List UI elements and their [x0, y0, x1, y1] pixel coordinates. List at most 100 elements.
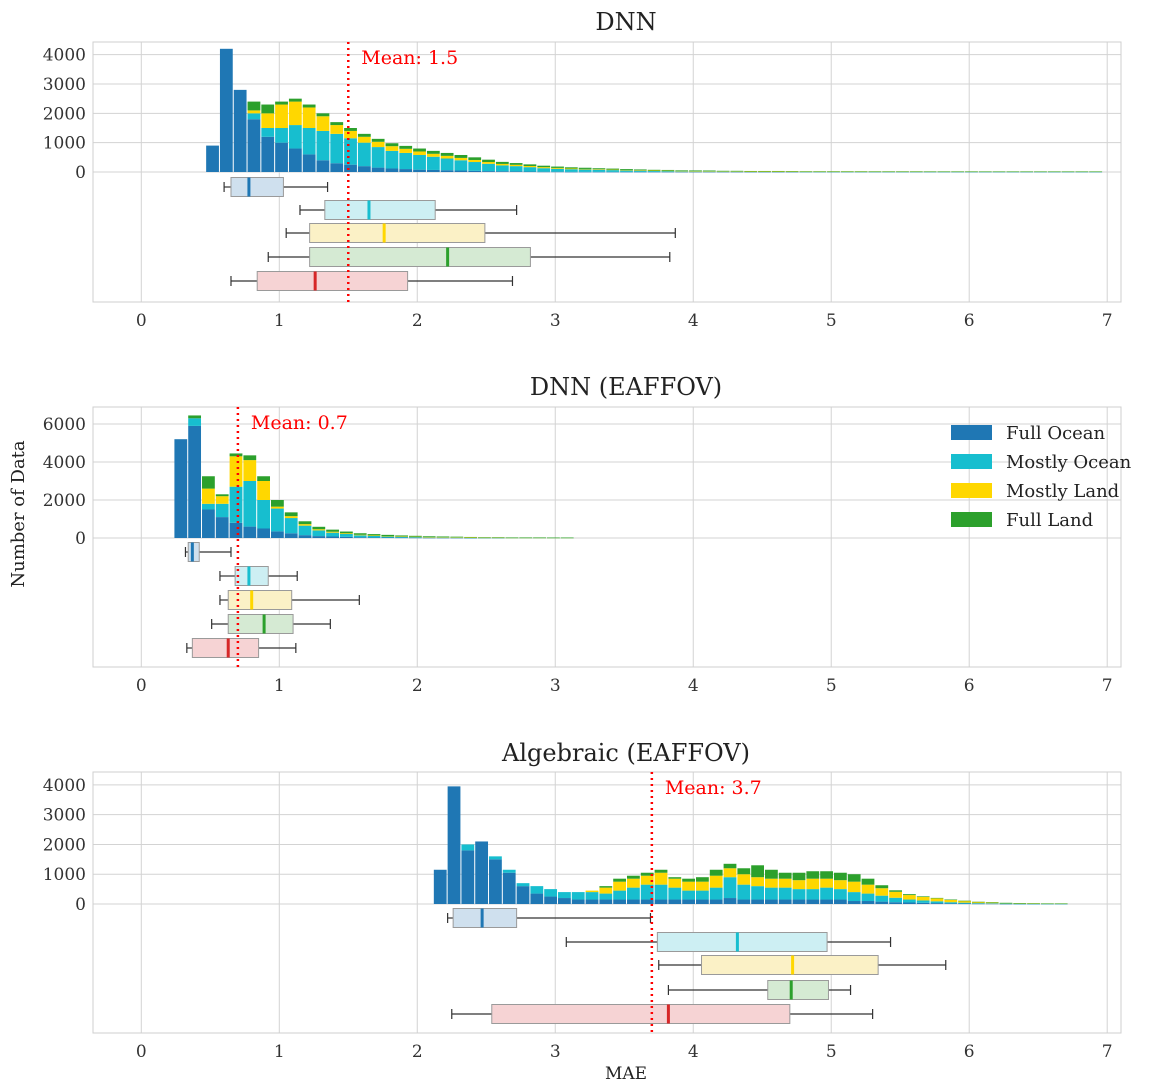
histogram-bar	[257, 476, 271, 481]
histogram-bar	[468, 162, 482, 171]
histogram-bar	[454, 160, 468, 171]
histogram-bar	[261, 136, 275, 172]
histogram-bar	[916, 900, 930, 903]
histogram-bar	[316, 113, 330, 117]
histogram-bar	[889, 891, 902, 898]
histogram-bar	[889, 897, 902, 903]
histogram-bar	[229, 486, 243, 523]
histogram-bar	[861, 901, 875, 904]
histogram-bar	[454, 154, 468, 158]
histogram-bar	[440, 152, 454, 156]
histogram-bar	[1089, 171, 1103, 172]
histogram-bar	[495, 165, 509, 172]
histogram-bar	[505, 537, 519, 539]
histogram-bar	[827, 171, 840, 173]
x-tick-label: 7	[1102, 1042, 1113, 1062]
histogram-bar	[468, 159, 482, 163]
histogram-bar	[820, 899, 833, 904]
histogram-bar	[491, 537, 505, 539]
histogram-bar	[737, 884, 751, 900]
histogram-bar	[571, 892, 585, 900]
histogram-bar	[833, 899, 847, 904]
histogram-bar	[530, 893, 544, 904]
histogram-bar	[792, 899, 806, 904]
boxplot-combined	[230, 271, 514, 291]
histogram-bar	[833, 889, 847, 900]
histogram-bar	[229, 453, 243, 457]
histogram-bar	[495, 163, 509, 166]
boxplot-box	[491, 1004, 791, 1024]
histogram-bar	[896, 171, 909, 172]
histogram-bar	[606, 168, 620, 170]
x-tick-label: 4	[688, 1042, 699, 1062]
mean-label: Mean: 3.7	[665, 777, 762, 799]
histogram-bar	[668, 878, 682, 888]
legend-label: Full Ocean	[1006, 423, 1106, 444]
histogram-bar	[999, 903, 1013, 905]
histogram-bar	[785, 171, 799, 172]
boxplot-box	[656, 932, 828, 952]
panel-title: DNN	[595, 8, 656, 36]
histogram-bar	[627, 887, 640, 900]
histogram-bar	[751, 886, 764, 900]
histogram-bar	[764, 899, 778, 904]
x-tick-label: 1	[274, 1042, 285, 1062]
legend-swatch	[951, 512, 992, 527]
boxplot-mostly-ocean	[565, 932, 892, 952]
histogram-bar	[730, 170, 744, 172]
x-tick-label: 4	[688, 311, 699, 331]
histogram-bar	[944, 899, 958, 901]
histogram-bar	[689, 171, 702, 173]
histogram-bar	[502, 869, 516, 873]
histogram-bar	[371, 167, 385, 172]
histogram-bar	[592, 168, 606, 170]
histogram-bar	[820, 878, 833, 888]
boxplot-full-land	[267, 247, 671, 267]
histogram-bar	[1020, 171, 1034, 172]
histogram-bar	[606, 170, 620, 172]
histogram-bar	[564, 171, 578, 173]
histogram-bar	[243, 460, 257, 481]
histogram-bar	[778, 878, 792, 888]
histogram-bar	[257, 500, 271, 529]
histogram-bar	[889, 890, 902, 892]
histogram-bar	[985, 902, 999, 904]
histogram-bar	[560, 537, 574, 539]
histogram-bar	[682, 878, 696, 882]
histogram-bar	[971, 901, 985, 904]
histogram-bar	[578, 168, 592, 170]
histogram-bar	[464, 537, 477, 538]
histogram-bar	[792, 889, 806, 900]
histogram-bar	[633, 170, 647, 172]
histogram-bar	[523, 164, 537, 166]
histogram-bar	[1027, 903, 1040, 904]
histogram-bar	[958, 900, 971, 902]
histogram-bar	[1034, 171, 1047, 172]
boxplot-box	[309, 247, 531, 267]
histogram-bar	[288, 148, 302, 172]
histogram-bar	[408, 536, 422, 538]
histogram-bar	[675, 170, 689, 172]
histogram-bar	[395, 536, 408, 537]
plot-frame	[92, 406, 1122, 668]
histogram-bar	[689, 171, 702, 172]
boxplot-combined	[186, 638, 297, 658]
histogram-bar	[188, 415, 202, 419]
histogram-bar	[937, 171, 951, 172]
histogram-bar	[357, 133, 371, 137]
histogram-bar	[985, 902, 999, 903]
histogram-bar	[551, 166, 564, 168]
histogram-bar	[215, 503, 229, 518]
histogram-bar	[395, 537, 408, 539]
histogram-bar	[889, 902, 902, 904]
histogram-bar	[730, 171, 744, 173]
histogram-bar	[558, 892, 571, 899]
histogram-bar	[744, 170, 758, 172]
histogram-bar	[778, 899, 792, 904]
histogram-bar	[422, 537, 436, 538]
histogram-bar	[247, 119, 261, 172]
histogram-bar	[275, 128, 288, 143]
histogram-bar	[381, 536, 395, 538]
histogram-bar	[978, 171, 992, 172]
histogram-bar	[840, 171, 854, 173]
